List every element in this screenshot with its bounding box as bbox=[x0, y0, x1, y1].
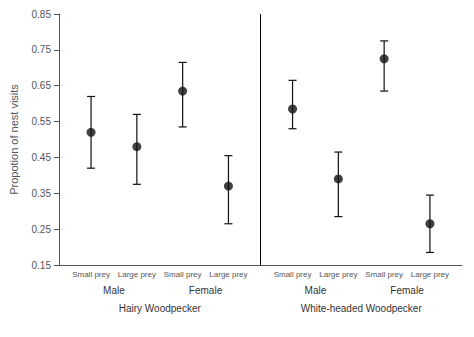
svg-text:Hairy Woodpecker: Hairy Woodpecker bbox=[119, 303, 202, 314]
svg-text:Small prey: Small prey bbox=[72, 270, 110, 279]
svg-text:Large prey: Large prey bbox=[319, 270, 357, 279]
svg-text:0.35: 0.35 bbox=[32, 188, 52, 199]
svg-text:Large prey: Large prey bbox=[209, 270, 247, 279]
svg-text:Male: Male bbox=[103, 285, 125, 296]
svg-text:Large prey: Large prey bbox=[411, 270, 449, 279]
svg-text:0.85: 0.85 bbox=[32, 9, 52, 20]
svg-text:0.45: 0.45 bbox=[32, 152, 52, 163]
svg-text:0.65: 0.65 bbox=[32, 80, 52, 91]
svg-text:Female: Female bbox=[390, 285, 424, 296]
svg-text:Small prey: Small prey bbox=[274, 270, 312, 279]
svg-text:0.75: 0.75 bbox=[32, 44, 52, 55]
svg-text:Propotion of nest visits: Propotion of nest visits bbox=[8, 84, 20, 195]
svg-text:Small prey: Small prey bbox=[164, 270, 202, 279]
svg-text:Large prey: Large prey bbox=[118, 270, 156, 279]
svg-text:Female: Female bbox=[189, 285, 223, 296]
svg-text:0.55: 0.55 bbox=[32, 116, 52, 127]
svg-text:0.15: 0.15 bbox=[32, 260, 52, 271]
svg-text:Small prey: Small prey bbox=[365, 270, 403, 279]
svg-text:White-headed Woodpecker: White-headed Woodpecker bbox=[301, 303, 423, 314]
svg-text:0.25: 0.25 bbox=[32, 224, 52, 235]
svg-text:Male: Male bbox=[305, 285, 327, 296]
